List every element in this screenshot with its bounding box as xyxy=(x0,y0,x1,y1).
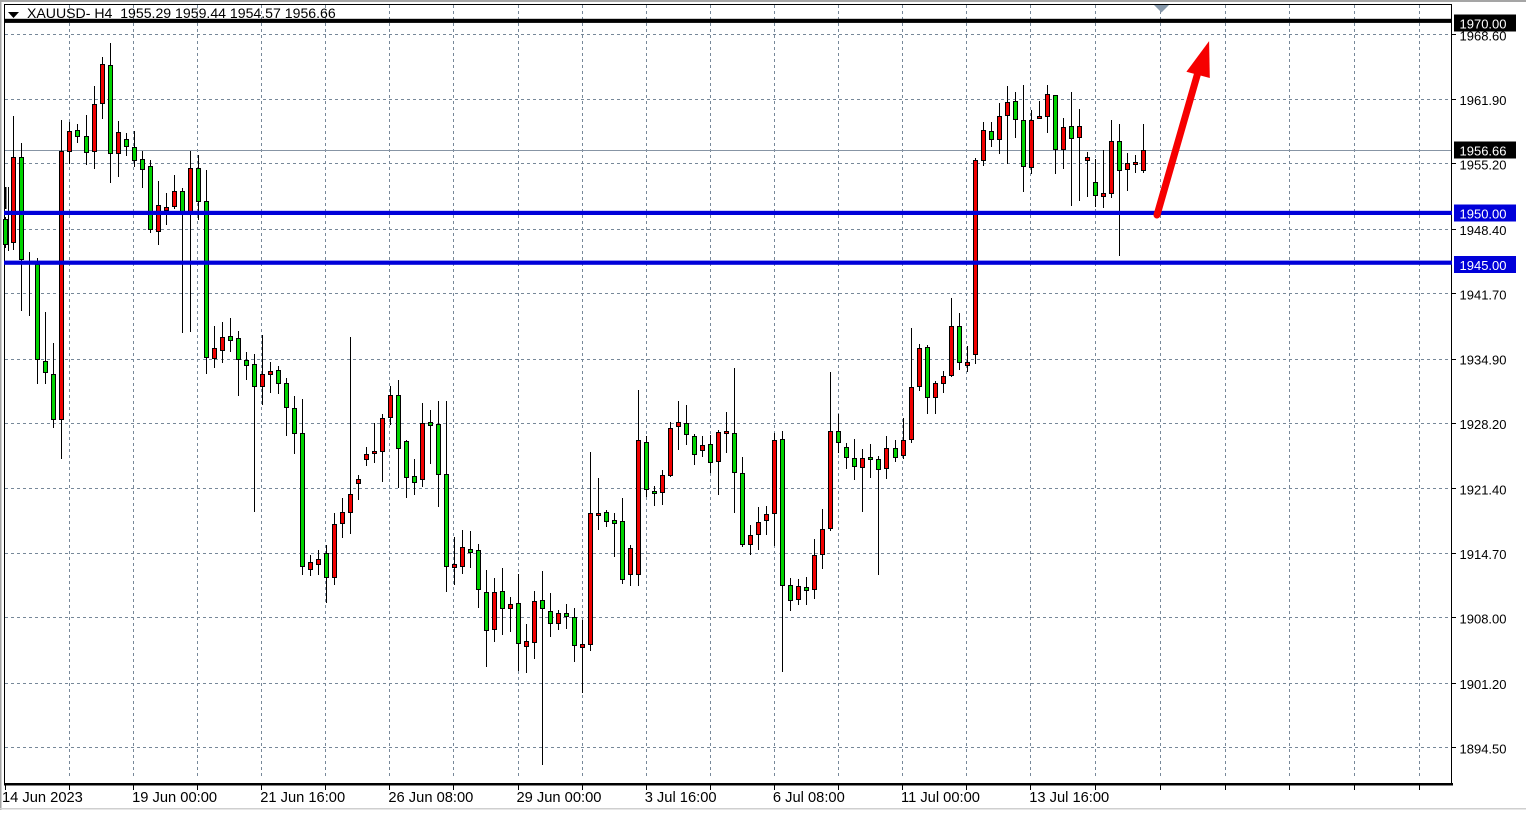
svg-text:1950.00: 1950.00 xyxy=(1460,206,1507,221)
svg-text:1901.20: 1901.20 xyxy=(1460,677,1507,692)
svg-text:1956.66: 1956.66 xyxy=(1460,143,1507,158)
svg-text:1921.40: 1921.40 xyxy=(1460,483,1507,498)
svg-text:6 Jul 08:00: 6 Jul 08:00 xyxy=(773,790,845,806)
svg-text:1955.20: 1955.20 xyxy=(1460,157,1507,172)
svg-text:1968.60: 1968.60 xyxy=(1460,29,1507,44)
svg-text:1914.70: 1914.70 xyxy=(1460,547,1507,562)
svg-text:XAUUSD- H4 1955.29 1959.44 19: XAUUSD- H4 1955.29 1959.44 1954.57 1956.… xyxy=(27,5,336,21)
svg-text:13 Jul 16:00: 13 Jul 16:00 xyxy=(1029,790,1109,806)
svg-text:1961.90: 1961.90 xyxy=(1460,93,1507,108)
svg-text:1945.00: 1945.00 xyxy=(1460,258,1507,273)
svg-text:1928.20: 1928.20 xyxy=(1460,417,1507,432)
svg-text:1948.40: 1948.40 xyxy=(1460,223,1507,238)
svg-text:26 Jun 08:00: 26 Jun 08:00 xyxy=(388,790,473,806)
svg-text:11 Jul 00:00: 11 Jul 00:00 xyxy=(901,790,980,806)
svg-text:19 Jun 00:00: 19 Jun 00:00 xyxy=(132,790,217,806)
svg-text:1941.70: 1941.70 xyxy=(1460,287,1507,302)
svg-text:1894.50: 1894.50 xyxy=(1460,741,1507,756)
svg-text:3 Jul 16:00: 3 Jul 16:00 xyxy=(645,790,717,806)
svg-text:29 Jun 00:00: 29 Jun 00:00 xyxy=(517,790,602,806)
svg-text:1934.90: 1934.90 xyxy=(1460,353,1507,368)
svg-text:21 Jun 16:00: 21 Jun 16:00 xyxy=(260,790,345,806)
svg-text:14 Jun 2023: 14 Jun 2023 xyxy=(2,790,83,806)
svg-text:1970.00: 1970.00 xyxy=(1460,16,1507,31)
svg-text:1908.00: 1908.00 xyxy=(1460,612,1507,627)
